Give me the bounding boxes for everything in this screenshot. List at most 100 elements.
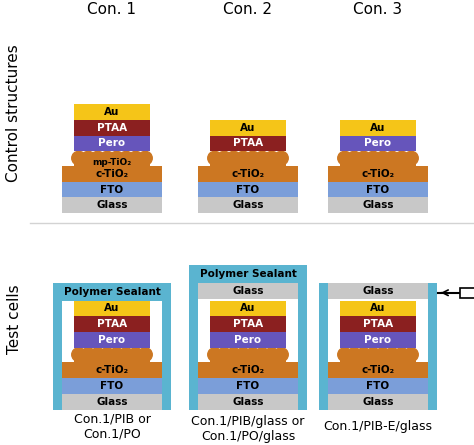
Bar [198, 394, 298, 410]
Bar [62, 166, 162, 182]
Text: Con.1/PIB or
Con.1/PO: Con.1/PIB or Con.1/PO [73, 413, 150, 441]
Circle shape [246, 151, 260, 165]
Text: Au: Au [240, 123, 255, 133]
Text: FTO: FTO [366, 381, 390, 391]
Circle shape [404, 348, 418, 361]
Text: Polymer Sealant: Polymer Sealant [64, 287, 160, 297]
Bar [62, 394, 162, 410]
Bar [74, 120, 150, 136]
Circle shape [357, 348, 371, 361]
Bar [210, 301, 286, 316]
Bar [460, 288, 474, 298]
Text: c-TiO₂: c-TiO₂ [362, 169, 394, 179]
Bar [340, 316, 416, 332]
Text: Au: Au [370, 123, 386, 133]
Bar [74, 301, 150, 316]
Text: Glass: Glass [232, 200, 264, 210]
Circle shape [91, 348, 105, 361]
Circle shape [274, 151, 288, 165]
Bar [62, 378, 162, 394]
Bar [198, 363, 298, 378]
Bar [189, 283, 307, 299]
Circle shape [236, 348, 250, 361]
Circle shape [246, 348, 260, 361]
Bar [210, 120, 286, 136]
Circle shape [265, 151, 279, 165]
Bar [189, 283, 198, 410]
Text: Glass: Glass [362, 397, 394, 407]
Circle shape [81, 348, 95, 361]
Circle shape [110, 348, 124, 361]
Bar [298, 283, 307, 410]
Bar [53, 283, 171, 301]
Circle shape [119, 151, 133, 165]
Text: PTAA: PTAA [97, 123, 127, 133]
Text: Pero: Pero [235, 335, 262, 345]
Text: FTO: FTO [366, 185, 390, 194]
Text: PTAA: PTAA [233, 319, 263, 329]
Text: Polymer Sealant: Polymer Sealant [200, 269, 296, 279]
Bar [340, 301, 416, 316]
Circle shape [385, 348, 399, 361]
Bar [428, 283, 437, 410]
Text: PTAA: PTAA [363, 319, 393, 329]
Bar [74, 104, 150, 120]
Text: Glass: Glass [96, 200, 128, 210]
Bar [210, 136, 286, 151]
Text: Con.1/PIB-E/glass: Con.1/PIB-E/glass [323, 420, 432, 433]
Text: c-TiO₂: c-TiO₂ [231, 365, 264, 376]
Circle shape [227, 348, 241, 361]
Bar [319, 283, 328, 410]
Circle shape [129, 151, 143, 165]
Text: Au: Au [104, 303, 120, 313]
Bar [74, 316, 150, 332]
Bar [53, 301, 62, 410]
Text: PTAA: PTAA [97, 319, 127, 329]
Text: Con. 1: Con. 1 [88, 2, 137, 17]
Text: Pero: Pero [99, 335, 126, 345]
Bar [340, 120, 416, 136]
Text: Test cells: Test cells [7, 284, 21, 354]
Circle shape [385, 151, 399, 165]
Bar [62, 198, 162, 213]
Circle shape [347, 151, 361, 165]
Circle shape [366, 151, 380, 165]
Bar [319, 283, 437, 299]
Bar [210, 316, 286, 332]
Text: Au: Au [370, 303, 386, 313]
Bar [328, 378, 428, 394]
Circle shape [208, 151, 222, 165]
Text: Glass: Glass [96, 397, 128, 407]
Circle shape [395, 348, 409, 361]
Text: Pero: Pero [99, 138, 126, 149]
Text: Con. 2: Con. 2 [224, 2, 273, 17]
Circle shape [338, 348, 352, 361]
Circle shape [72, 151, 86, 165]
Circle shape [208, 348, 222, 361]
Text: Glass: Glass [362, 286, 394, 296]
Bar [198, 166, 298, 182]
Text: Glass: Glass [362, 200, 394, 210]
Bar [74, 158, 150, 166]
Circle shape [227, 151, 241, 165]
Bar [162, 301, 171, 410]
Circle shape [376, 348, 390, 361]
Circle shape [100, 151, 114, 165]
Text: PTAA: PTAA [233, 138, 263, 149]
Circle shape [255, 348, 269, 361]
Text: Glass: Glass [232, 286, 264, 296]
Text: Au: Au [104, 107, 120, 117]
Circle shape [366, 348, 380, 361]
Bar [340, 158, 416, 166]
Circle shape [138, 348, 152, 361]
Bar [210, 355, 286, 363]
Bar [198, 378, 298, 394]
Circle shape [274, 348, 288, 361]
Circle shape [338, 151, 352, 165]
Circle shape [110, 151, 124, 165]
Bar [62, 363, 162, 378]
Circle shape [395, 151, 409, 165]
Circle shape [129, 348, 143, 361]
Text: mp-TiO₂: mp-TiO₂ [92, 158, 132, 166]
Circle shape [376, 151, 390, 165]
